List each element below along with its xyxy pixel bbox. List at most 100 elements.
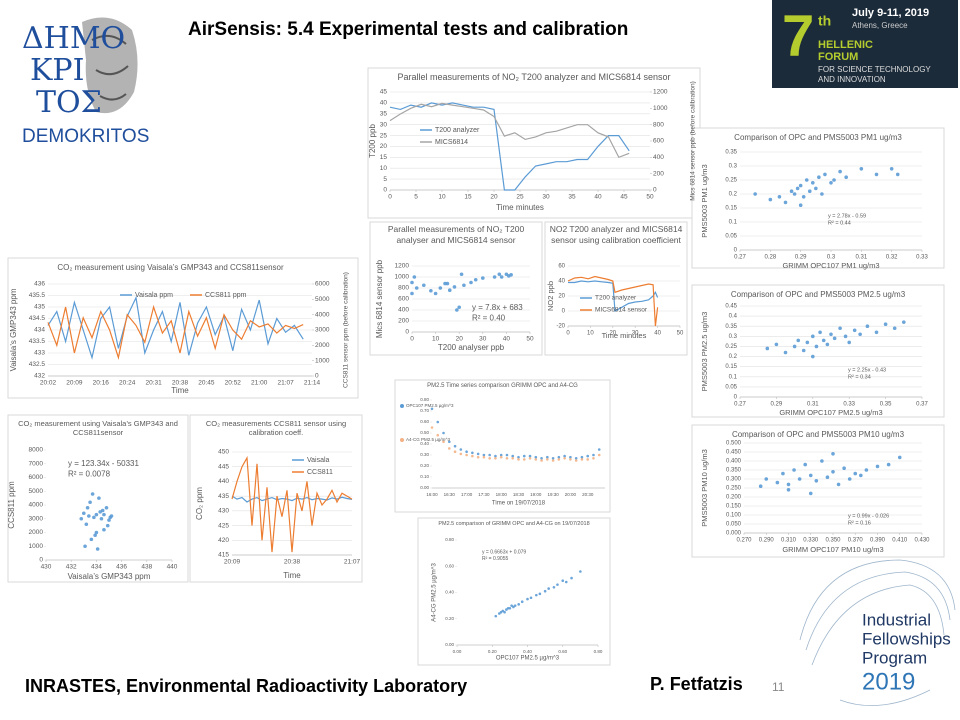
x-tick-label: 0 bbox=[410, 336, 414, 343]
x-tick-label: 30 bbox=[479, 336, 487, 343]
x-tick-label: 0.33 bbox=[916, 255, 928, 261]
y-tick-label: 436 bbox=[34, 281, 45, 288]
data-point bbox=[858, 332, 862, 337]
x-tick-label: 19:00 bbox=[530, 492, 542, 497]
data-point bbox=[807, 189, 812, 193]
data-point bbox=[814, 479, 819, 483]
y-tick-label: 435 bbox=[34, 304, 45, 311]
series-line bbox=[231, 455, 353, 553]
y-tick-label: 433 bbox=[34, 350, 45, 357]
x-tick-label: 0.33 bbox=[843, 402, 855, 408]
x-tick-label: 20:00 bbox=[565, 492, 577, 497]
y-axis-label: CO₂ ppm bbox=[195, 487, 204, 520]
data-point bbox=[445, 281, 450, 286]
data-point bbox=[836, 482, 841, 487]
y-tick-label: 432.5 bbox=[29, 361, 46, 368]
x-tick-label: 25 bbox=[516, 194, 524, 201]
y-tick-label: 430 bbox=[218, 508, 229, 515]
data-point bbox=[574, 459, 578, 462]
x-tick-label: 18:00 bbox=[496, 492, 508, 497]
data-point bbox=[574, 457, 578, 460]
chart-title: CO₂ measurements CCS811 sensor using cal… bbox=[205, 419, 347, 438]
y-tick-label: 1200 bbox=[395, 263, 410, 270]
x-tick-label: 10 bbox=[587, 331, 594, 337]
data-point bbox=[844, 175, 848, 179]
data-point bbox=[792, 192, 797, 196]
data-point bbox=[829, 181, 833, 185]
y-tick-label: 5 bbox=[383, 176, 387, 183]
y-tick-label: 0.450 bbox=[726, 450, 742, 456]
y-tick-label: 8000 bbox=[29, 447, 44, 454]
chart-frame bbox=[544, 221, 688, 356]
y-tick-label: 0.250 bbox=[726, 486, 742, 492]
data-point bbox=[528, 454, 532, 458]
y-tick-label: 0.000 bbox=[726, 531, 742, 537]
y-tick-label: 0.1 bbox=[729, 220, 738, 226]
y-tick-label: 0.40 bbox=[420, 441, 429, 446]
data-point bbox=[540, 457, 543, 460]
data-point bbox=[579, 570, 582, 573]
footer-lab: INRASTES, Environmental Radioactivity La… bbox=[25, 676, 468, 696]
y-tick-label: 0.00 bbox=[445, 642, 454, 647]
data-point bbox=[503, 610, 506, 614]
data-point bbox=[552, 585, 556, 589]
x-tick-label: 17:30 bbox=[478, 492, 490, 497]
footer-author: P. Fetfatzis bbox=[650, 674, 743, 694]
program-text: Industrial bbox=[862, 610, 931, 629]
data-point bbox=[777, 195, 782, 199]
x-tick-label: 0.310 bbox=[781, 538, 797, 544]
data-point bbox=[783, 350, 788, 355]
data-point bbox=[775, 480, 780, 485]
data-point bbox=[569, 458, 572, 461]
chart-title: Parallel measurements of NO₂ T200 analyz… bbox=[397, 72, 671, 82]
annotation: y = 0.6663x + 0.079 bbox=[482, 549, 526, 555]
data-point bbox=[597, 448, 601, 451]
legend-label: CCS811 ppm bbox=[205, 292, 247, 299]
x-tick-label: 0.330 bbox=[803, 538, 819, 544]
data-point bbox=[808, 491, 813, 496]
data-point bbox=[798, 183, 803, 188]
y-tick-label: 0 bbox=[39, 557, 43, 564]
annotation: y = 2.25x - 0.43 bbox=[848, 367, 886, 373]
data-point bbox=[473, 277, 478, 282]
chart-title: NO2 T200 analyzer and MICS6814 sensor us… bbox=[549, 224, 683, 245]
data-point bbox=[823, 172, 827, 177]
x-tick-label: 440 bbox=[167, 564, 178, 571]
x-tick-label: 21:00 bbox=[251, 380, 268, 387]
data-point bbox=[104, 505, 109, 510]
y-tick-label: 0.35 bbox=[725, 324, 737, 330]
data-point bbox=[551, 459, 555, 462]
data-point bbox=[481, 276, 485, 280]
logo-letters: ΤΟΣ bbox=[36, 85, 102, 120]
data-point bbox=[792, 468, 796, 472]
y-tick-label: 15 bbox=[380, 154, 388, 161]
x-tick-label: 18:30 bbox=[513, 492, 525, 497]
x-tick-label: 16:00 bbox=[426, 492, 438, 497]
data-point bbox=[438, 286, 443, 290]
chart-title: CO₂ measurement using Vaisala’s GMP343 a… bbox=[18, 419, 178, 438]
data-point bbox=[586, 458, 589, 461]
data-point bbox=[85, 505, 90, 510]
data-point bbox=[508, 606, 512, 610]
chart-frame bbox=[417, 517, 611, 666]
y-axis-label: Mics 6814 sensor ppb bbox=[375, 259, 384, 338]
data-point bbox=[482, 453, 486, 457]
data-point bbox=[79, 516, 84, 521]
data-point bbox=[436, 420, 440, 424]
legend-label: OPC107 PM2.5 µg/m^3 bbox=[406, 403, 454, 408]
data-point bbox=[93, 533, 97, 538]
data-point bbox=[804, 178, 809, 182]
y-tick-label: 45 bbox=[380, 89, 388, 96]
data-point bbox=[433, 291, 438, 296]
x-tick-label: 10 bbox=[432, 336, 440, 343]
data-point bbox=[494, 454, 497, 458]
y-tick-label: 0.15 bbox=[725, 364, 737, 370]
x-tick-label: 20:52 bbox=[225, 380, 242, 387]
x-axis-label: OPC107 PM2.5 µg/m^3 bbox=[496, 656, 560, 662]
data-point bbox=[90, 492, 95, 496]
data-point bbox=[792, 344, 797, 349]
data-point bbox=[781, 471, 785, 476]
data-point bbox=[543, 589, 547, 593]
data-point bbox=[820, 192, 824, 196]
program-logo bbox=[799, 559, 956, 706]
